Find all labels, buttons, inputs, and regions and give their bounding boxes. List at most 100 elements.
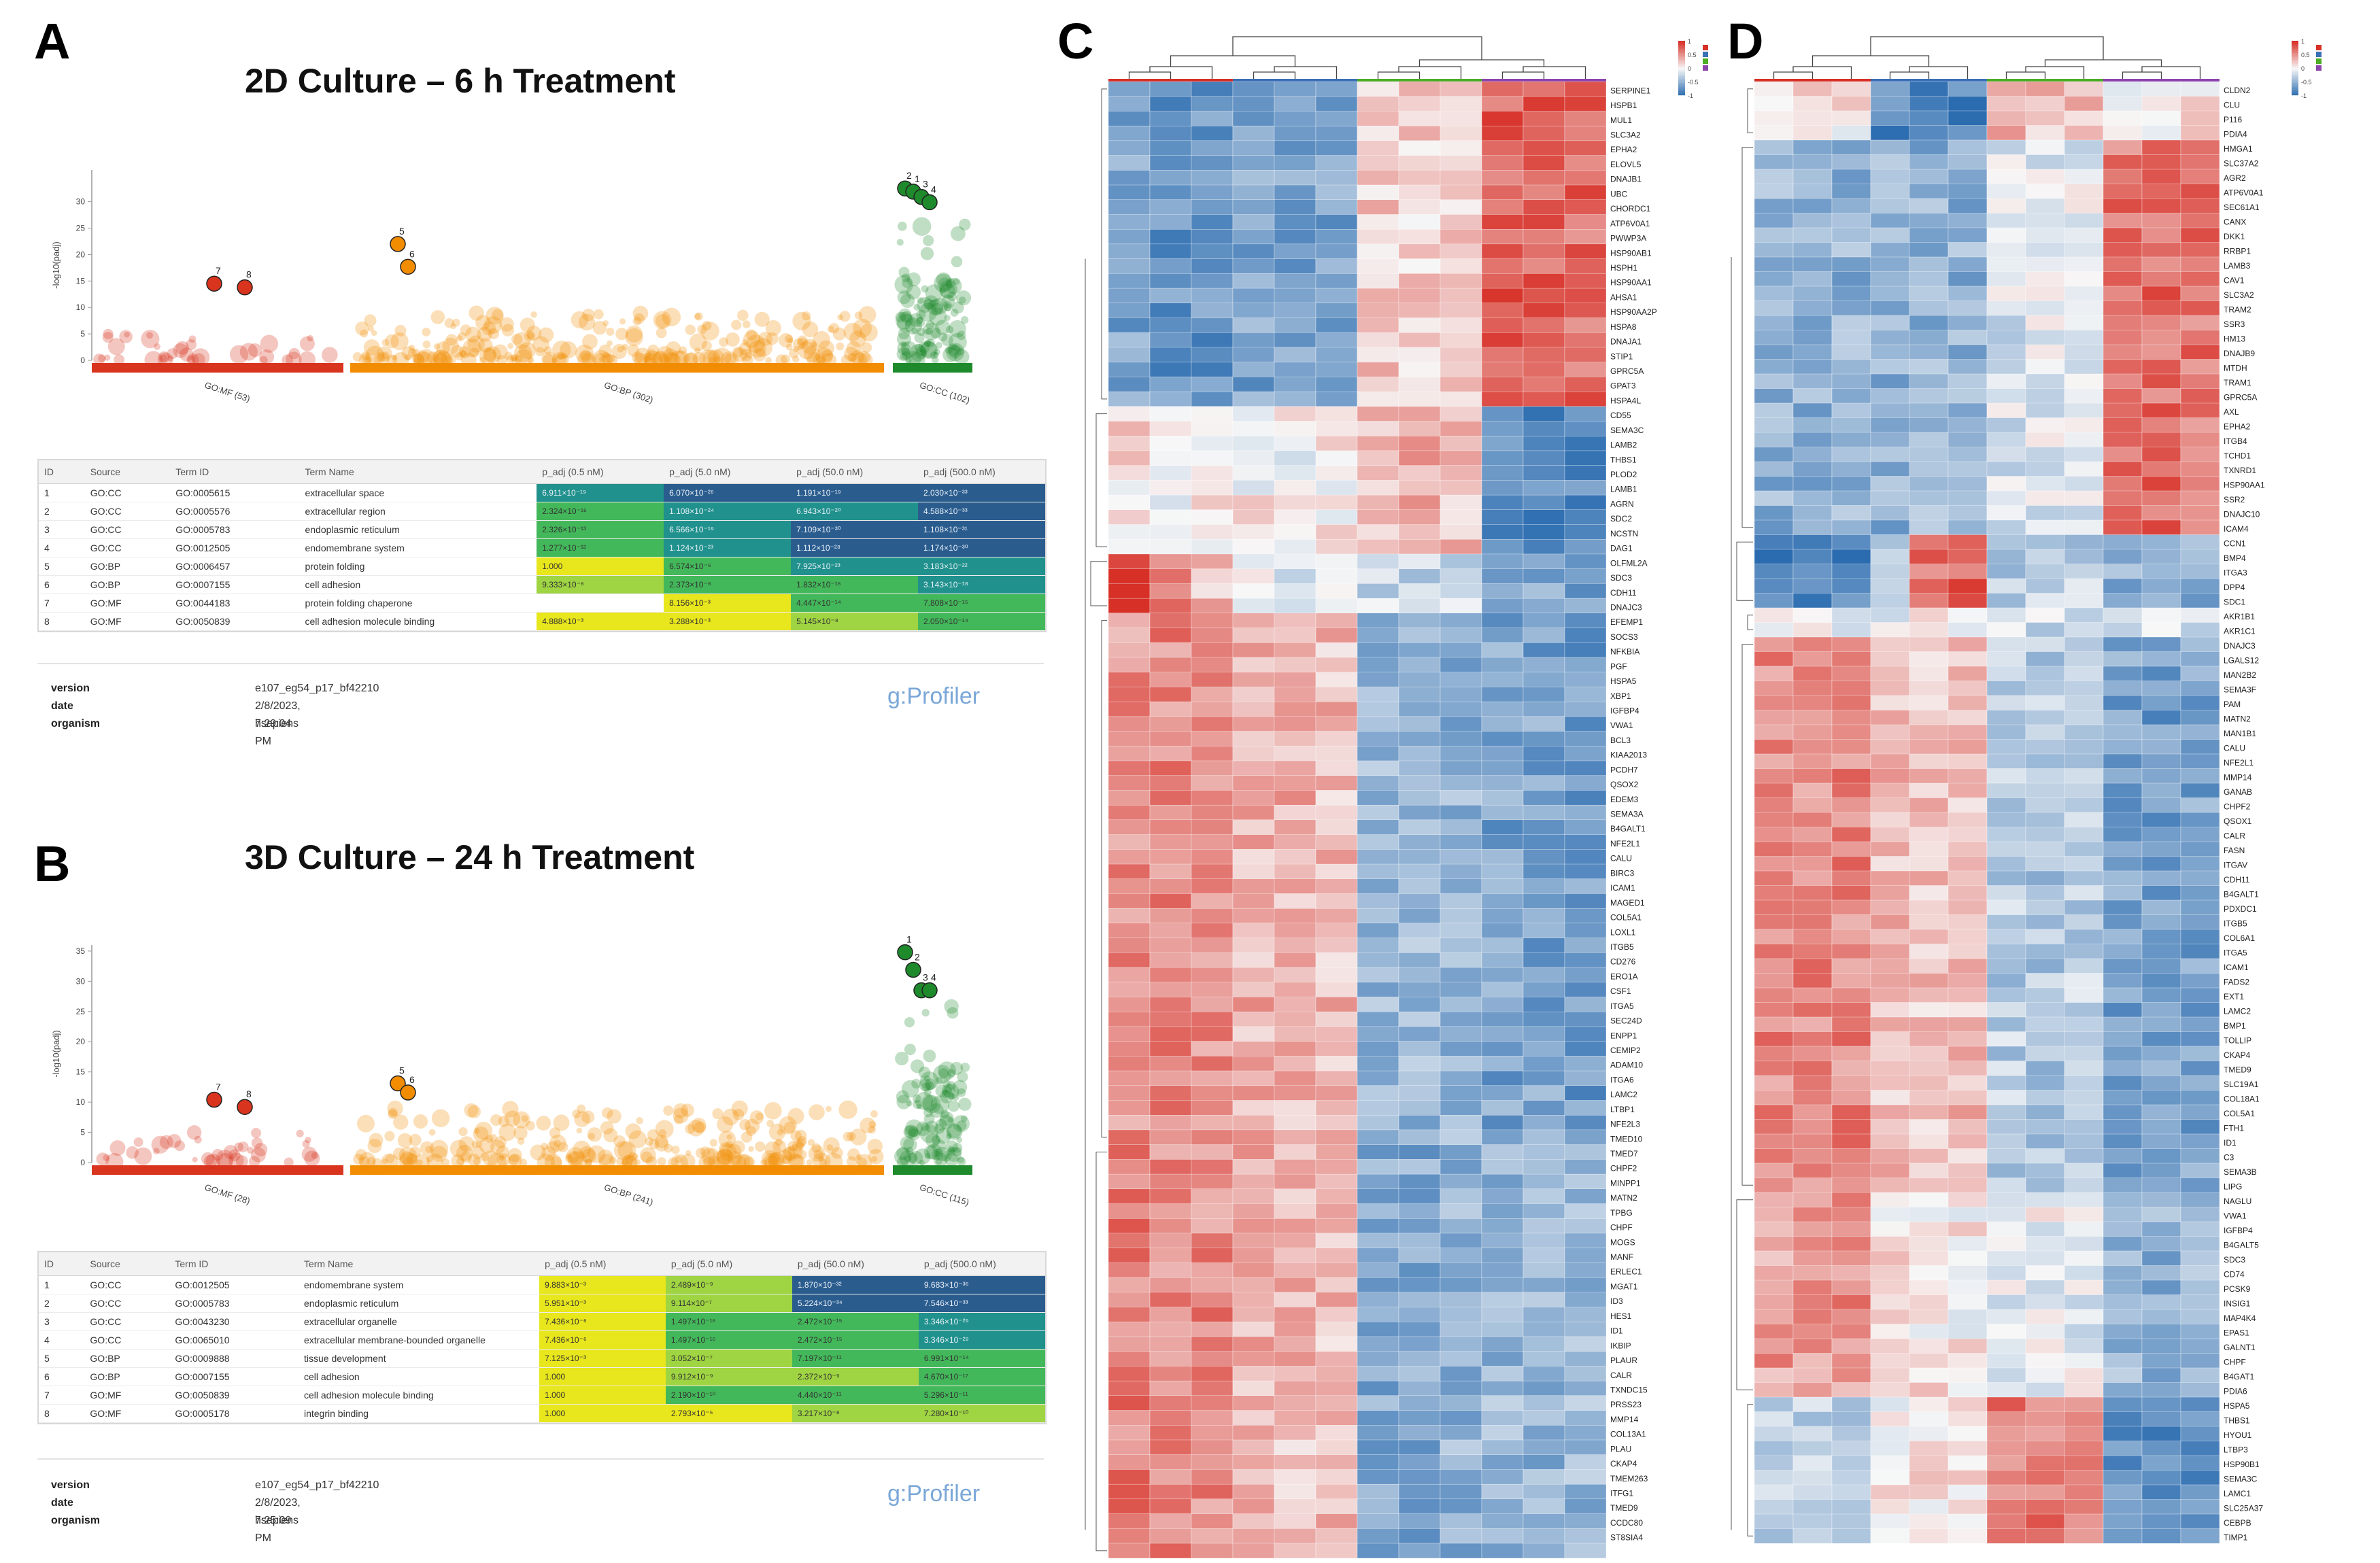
gene-label: PDIA4 — [2224, 130, 2247, 139]
table-cell: GO:CC — [84, 483, 171, 502]
heatmap-cell — [1792, 1309, 1833, 1324]
heatmap-cell — [1108, 982, 1151, 997]
term-point — [373, 351, 390, 368]
heatmap-cell — [1870, 373, 1910, 389]
heatmap-cell — [1440, 509, 1482, 525]
gene-label: HMGA1 — [2224, 144, 2253, 154]
heatmap-cell — [1315, 1410, 1358, 1426]
heatmap-cell — [1831, 1426, 1871, 1441]
heatmap-cell — [2064, 973, 2104, 989]
heatmap-cell — [1315, 598, 1358, 614]
heatmap-cell — [2141, 198, 2181, 213]
heatmap-cell — [1108, 303, 1151, 318]
heatmap-cell — [1831, 1441, 1871, 1456]
term-point — [249, 1156, 260, 1167]
heatmap-cell — [1315, 834, 1358, 850]
heatmap-cell — [2025, 402, 2065, 418]
heatmap-cell — [1274, 731, 1316, 746]
dendrogram-branch — [1523, 66, 1586, 80]
heatmap-cell — [2064, 1324, 2104, 1339]
gene-label: CHPF2 — [2224, 802, 2251, 812]
heatmap-cell — [1523, 878, 1565, 894]
heatmap-cell — [1564, 243, 1607, 260]
heatmap-cell — [1564, 1129, 1607, 1146]
heatmap-cell — [1870, 827, 1910, 842]
heatmap-cell — [1948, 402, 1988, 418]
heatmap-cell — [1232, 450, 1275, 466]
heatmap-cell — [2103, 651, 2143, 667]
heatmap-cell — [1191, 568, 1234, 584]
term-point — [473, 1126, 489, 1142]
heatmap-cell — [1440, 539, 1482, 555]
heatmap-cell — [2025, 373, 2065, 389]
heatmap-cell — [2025, 1455, 2065, 1471]
heatmap-cell — [1149, 849, 1192, 865]
heatmap-cell — [1315, 1395, 1358, 1411]
dendrogram-branch — [1747, 88, 1753, 133]
heatmap-cell — [2141, 1528, 2181, 1544]
heatmap-cell — [1232, 391, 1275, 407]
term-point — [501, 324, 515, 337]
heatmap-cell — [1870, 1250, 1910, 1266]
heatmap-cell — [1948, 227, 1988, 243]
heatmap-cell — [1274, 1366, 1316, 1381]
gene-label: HSPA4L — [1610, 396, 1641, 405]
heatmap-cell — [1564, 81, 1607, 97]
table-header-cell[interactable] — [269, 1252, 299, 1276]
heatmap-cell — [1357, 982, 1399, 997]
heatmap-cell — [1948, 768, 1988, 784]
term-point — [622, 1157, 633, 1168]
heatmap-cell — [1274, 701, 1316, 717]
heatmap-cell — [1986, 315, 2026, 330]
heatmap-cell — [1754, 1104, 1794, 1120]
padj-cell: 7.436×10⁻⁶ — [539, 1312, 666, 1331]
heatmap-cell — [1357, 509, 1399, 525]
heatmap-cell — [1523, 332, 1565, 348]
heatmap-cell — [1108, 878, 1151, 894]
heatmap-cell — [1831, 564, 1871, 579]
heatmap-cell — [1481, 760, 1524, 776]
heatmap-cell — [1232, 1469, 1275, 1485]
heatmap-cell — [1191, 1188, 1234, 1204]
heatmap-cell — [1315, 923, 1358, 939]
heatmap-cell — [1792, 1002, 1833, 1018]
heatmap-cell — [1315, 1070, 1358, 1086]
term-point — [451, 1154, 464, 1168]
heatmap-cell — [1948, 636, 1988, 652]
heatmap-cell — [1792, 373, 1833, 389]
heatmap-cell — [2064, 388, 2104, 404]
term-point — [555, 354, 567, 366]
table-header-cell[interactable] — [269, 460, 300, 484]
padj-cell: 7.197×10⁻¹¹ — [792, 1349, 919, 1368]
term-point — [694, 313, 701, 320]
heatmap-cell — [1564, 642, 1607, 658]
heatmap-cell — [1274, 849, 1316, 865]
heatmap-cell — [2180, 1002, 2220, 1018]
term-point — [938, 277, 952, 292]
gene-label: CCN1 — [2224, 539, 2246, 549]
heatmap-cell — [2103, 1470, 2143, 1485]
term-point — [917, 296, 933, 313]
term-point — [458, 1127, 468, 1137]
heatmap-cell — [1564, 494, 1607, 511]
heatmap-cell — [1357, 155, 1399, 171]
heatmap-svg: CLDN2CLUP116PDIA4HMGA1SLC37A2AGR2ATP6V0A… — [1731, 36, 2322, 1544]
term-point — [390, 332, 409, 351]
heatmap-cell — [1481, 406, 1524, 422]
heatmap-cell — [2025, 447, 2065, 462]
heatmap-cell — [1398, 863, 1441, 880]
heatmap-cell — [1986, 1002, 2026, 1018]
term-point — [671, 1145, 680, 1154]
group-bar — [92, 1165, 343, 1175]
heatmap-cell — [2180, 944, 2220, 959]
heatmap-cell — [1754, 213, 1794, 228]
heatmap-cell — [2103, 373, 2143, 389]
term-point — [664, 1144, 673, 1153]
heatmap-cell — [1986, 812, 2026, 827]
heatmap-cell — [1986, 373, 2026, 389]
gene-label: SEMA3B — [2224, 1167, 2257, 1177]
heatmap-cell — [2025, 213, 2065, 228]
heatmap-cell — [1440, 362, 1482, 377]
gene-label: MANF — [1610, 1252, 1633, 1262]
heatmap-cell — [2141, 1382, 2181, 1398]
